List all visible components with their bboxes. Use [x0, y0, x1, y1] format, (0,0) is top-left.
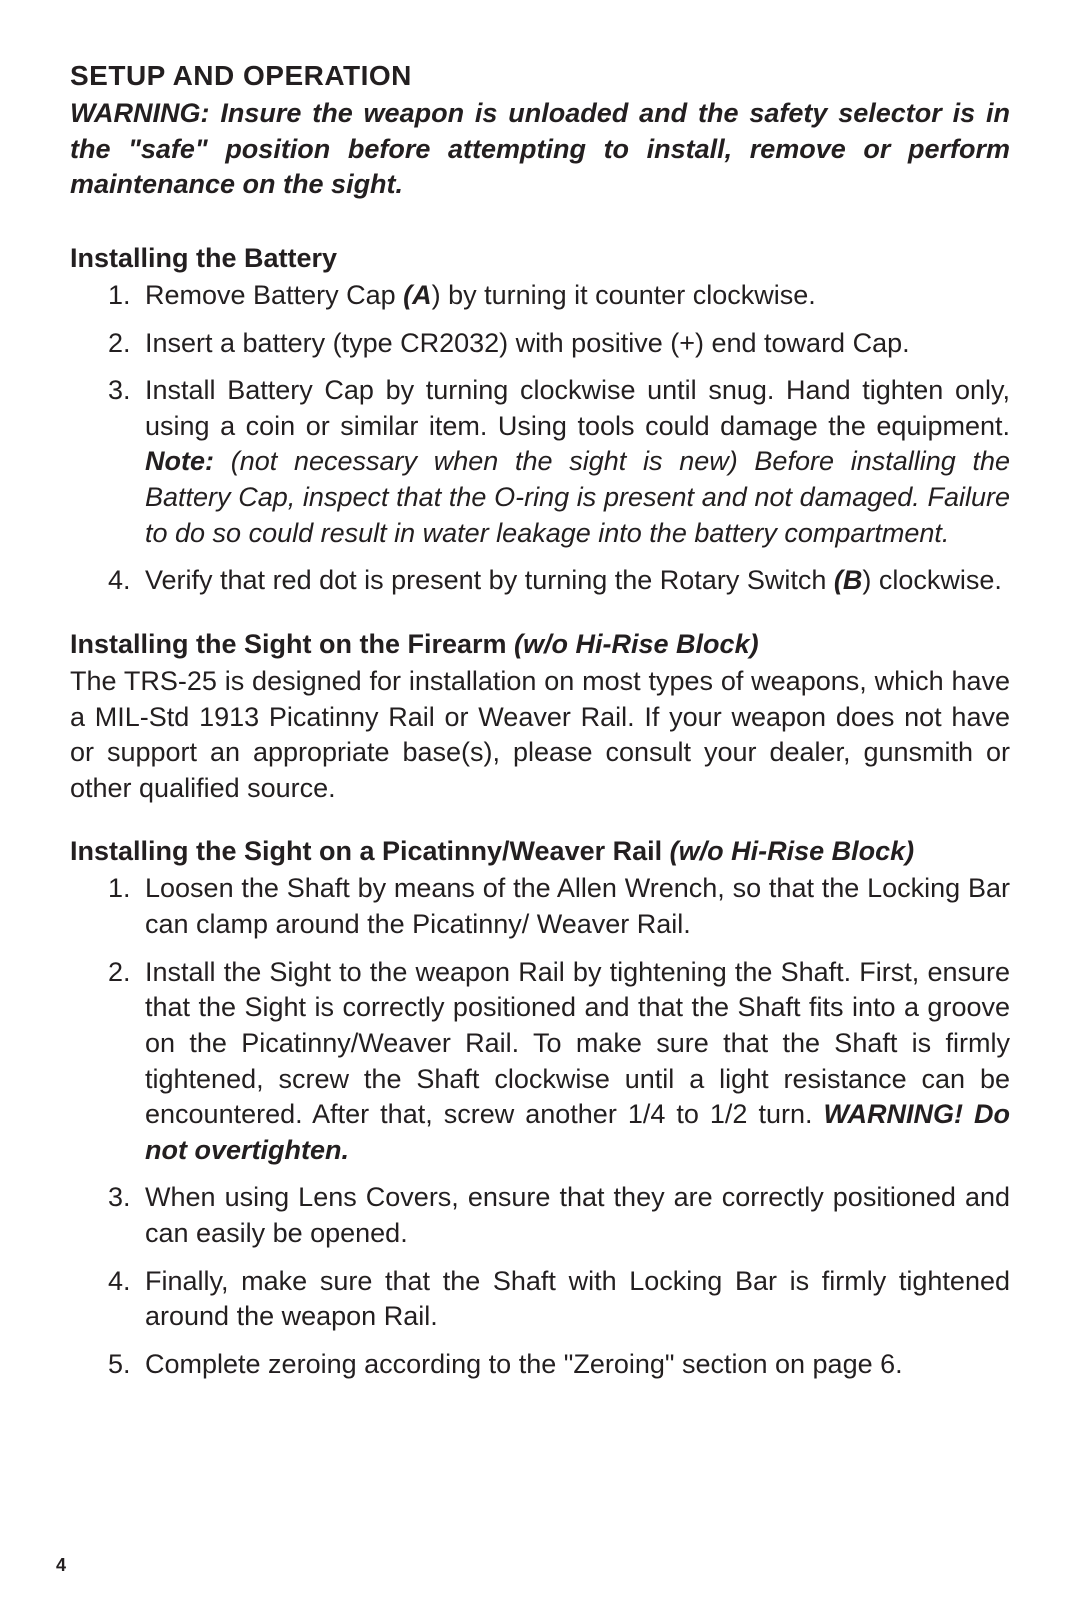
note-label: Note:	[145, 446, 214, 476]
note-body: (not necessary when the sight is new) Be…	[145, 446, 1010, 547]
battery-steps: 1. Remove Battery Cap (A) by turning it …	[70, 278, 1010, 599]
list-item: 2. Insert a battery (type CR2032) with p…	[70, 326, 1010, 362]
list-item: 4. Finally, make sure that the Shaft wit…	[70, 1264, 1010, 1335]
heading-text: Installing the Sight on the Firearm	[70, 629, 514, 659]
install-firearm-body: The TRS-25 is designed for installation …	[70, 664, 1010, 807]
heading-paren: (w/o Hi-Rise Block)	[670, 836, 915, 866]
step-number: 1.	[108, 278, 131, 314]
step-text: Remove Battery Cap	[145, 280, 403, 310]
step-text: Complete zeroing according to the "Zeroi…	[145, 1349, 903, 1379]
step-text: Loosen the Shaft by means of the Allen W…	[145, 873, 1010, 939]
step-number: 5.	[108, 1347, 131, 1383]
ref-label: (B	[834, 565, 863, 595]
step-text: ) clockwise.	[862, 565, 1002, 595]
step-text: Insert a battery (type CR2032) with posi…	[145, 328, 910, 358]
install-rail-heading: Installing the Sight on a Picatinny/Weav…	[70, 836, 1010, 867]
ref-label: (A	[403, 280, 432, 310]
list-item: 1. Remove Battery Cap (A) by turning it …	[70, 278, 1010, 314]
step-number: 3.	[108, 1180, 131, 1216]
manual-page: SETUP AND OPERATION WARNING: Insure the …	[0, 0, 1080, 1620]
step-text: ) by turning it counter clockwise.	[432, 280, 816, 310]
step-number: 4.	[108, 563, 131, 599]
list-item: 3. Install Battery Cap by turning clockw…	[70, 373, 1010, 551]
install-rail-steps: 1. Loosen the Shaft by means of the Alle…	[70, 871, 1010, 1382]
list-item: 1. Loosen the Shaft by means of the Alle…	[70, 871, 1010, 942]
list-item: 4. Verify that red dot is present by tur…	[70, 563, 1010, 599]
heading-paren: (w/o Hi-Rise Block)	[514, 629, 759, 659]
step-number: 2.	[108, 326, 131, 362]
step-text: Finally, make sure that the Shaft with L…	[145, 1266, 1010, 1332]
step-text: Install Battery Cap by turning clockwise…	[145, 375, 1010, 441]
heading-text: Installing the Sight on a Picatinny/Weav…	[70, 836, 670, 866]
list-item: 5. Complete zeroing according to the "Ze…	[70, 1347, 1010, 1383]
step-number: 1.	[108, 871, 131, 907]
step-text: When using Lens Covers, ensure that they…	[145, 1182, 1010, 1248]
section-title: SETUP AND OPERATION	[70, 60, 1010, 92]
step-text: Verify that red dot is present by turnin…	[145, 565, 834, 595]
battery-heading: Installing the Battery	[70, 243, 1010, 274]
page-number: 4	[56, 1555, 66, 1576]
list-item: 3. When using Lens Covers, ensure that t…	[70, 1180, 1010, 1251]
step-number: 4.	[108, 1264, 131, 1300]
step-number: 3.	[108, 373, 131, 409]
warning-paragraph: WARNING: Insure the weapon is unloaded a…	[70, 96, 1010, 203]
install-firearm-heading: Installing the Sight on the Firearm (w/o…	[70, 629, 1010, 660]
step-number: 2.	[108, 955, 131, 991]
list-item: 2. Install the Sight to the weapon Rail …	[70, 955, 1010, 1169]
